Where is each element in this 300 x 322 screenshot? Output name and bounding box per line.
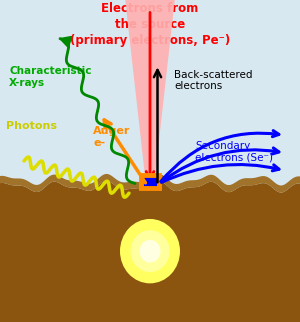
Text: Photons: Photons bbox=[6, 120, 57, 131]
Text: Characteristic
X-rays: Characteristic X-rays bbox=[9, 66, 92, 88]
FancyArrowPatch shape bbox=[161, 148, 279, 182]
Text: ± 2μm: ± 2μm bbox=[6, 246, 41, 256]
Polygon shape bbox=[0, 174, 300, 193]
Polygon shape bbox=[60, 36, 72, 48]
Polygon shape bbox=[0, 181, 300, 322]
Polygon shape bbox=[124, 0, 176, 188]
FancyArrowPatch shape bbox=[161, 131, 279, 181]
Text: Back-scattered
electrons: Back-scattered electrons bbox=[174, 70, 253, 91]
Circle shape bbox=[130, 230, 170, 272]
Bar bbox=[140, 175, 160, 188]
Circle shape bbox=[140, 240, 160, 262]
Text: Auger
e-: Auger e- bbox=[93, 126, 130, 148]
Circle shape bbox=[120, 219, 180, 283]
Text: Electrons from
the source
(primary electrons, Pe⁻): Electrons from the source (primary elect… bbox=[70, 2, 230, 47]
Text: Sample: Sample bbox=[186, 257, 243, 271]
Text: Secondary
electrons (Se⁻): Secondary electrons (Se⁻) bbox=[195, 140, 273, 162]
Bar bbox=[141, 175, 159, 188]
FancyArrowPatch shape bbox=[161, 165, 279, 182]
